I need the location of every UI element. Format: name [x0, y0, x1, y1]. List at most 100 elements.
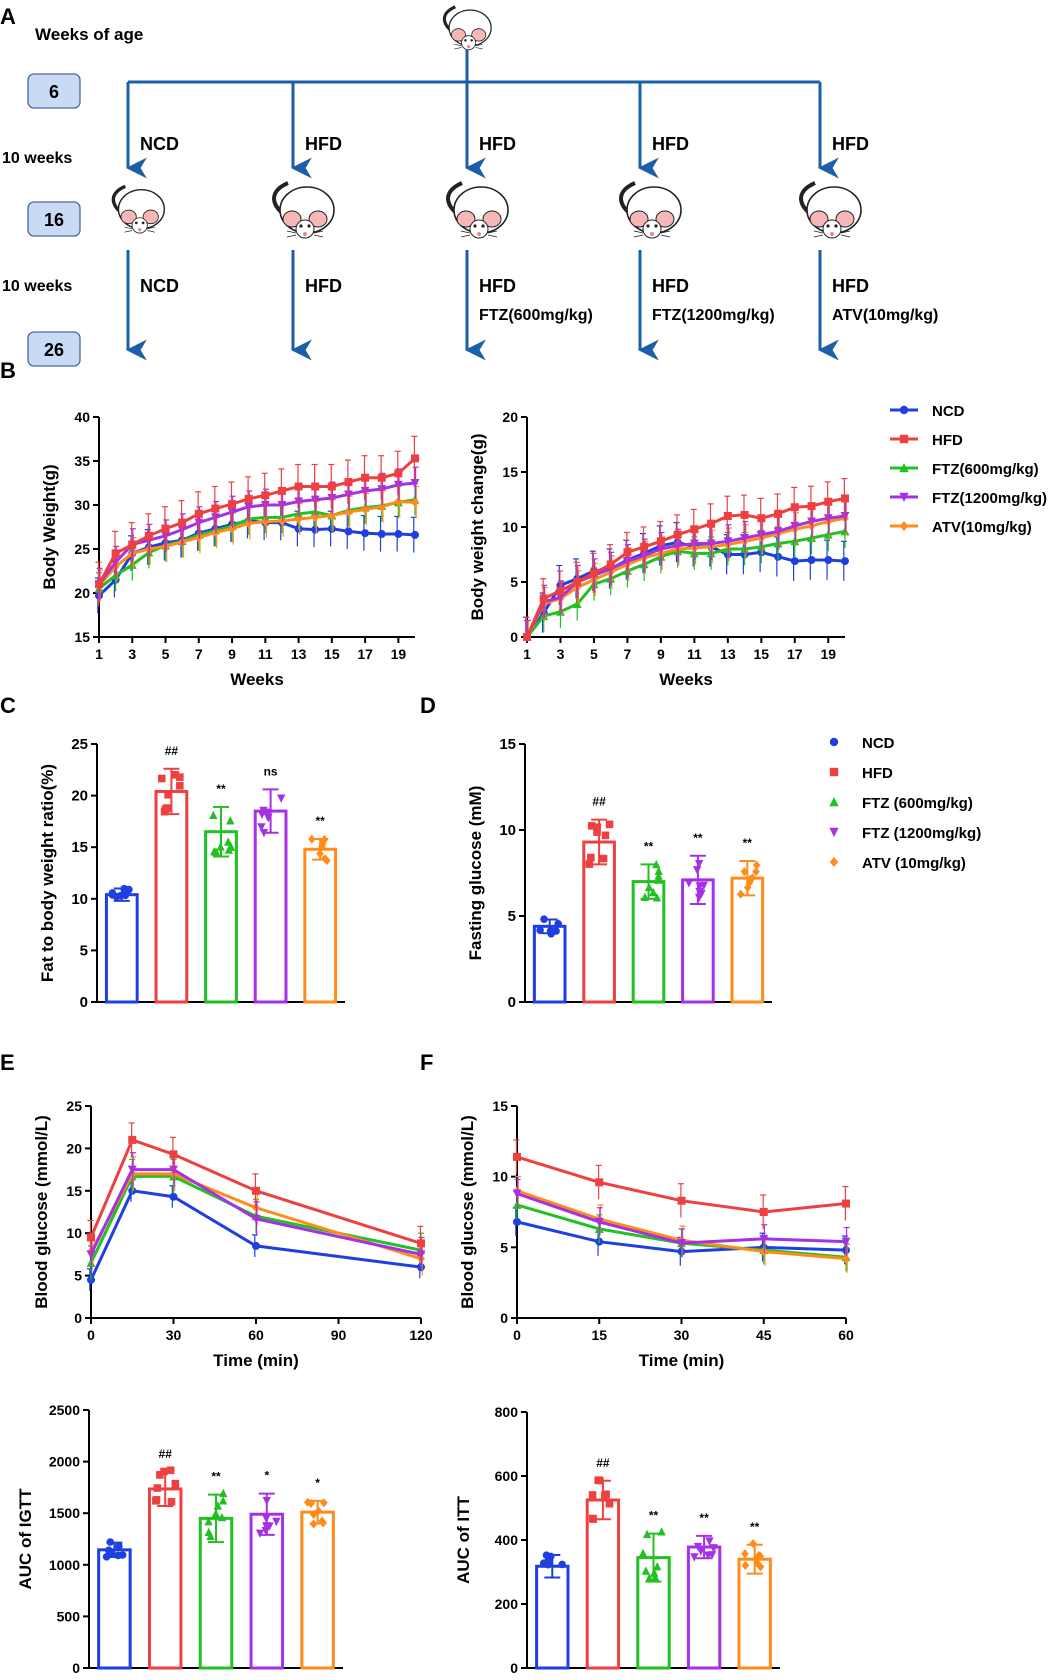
- individual-point: [657, 1527, 666, 1536]
- individual-point: [650, 1568, 659, 1577]
- y-tick-label: 10: [502, 519, 518, 535]
- individual-point: [544, 1560, 552, 1569]
- fasting-glucose-chart: 0 5 10 15 Fasting glucose (mM) ## ** ** **: [466, 736, 772, 1011]
- y-tick-label: 15: [492, 1098, 508, 1114]
- individual-point: [211, 847, 221, 856]
- data-point: [823, 514, 833, 523]
- age-box-26-label: 26: [44, 340, 64, 360]
- legend-item: FTZ (1200mg/kg): [829, 825, 981, 842]
- age-box-6: [27, 73, 81, 109]
- y-axis-label: Blood glucose (mmol/L): [32, 1115, 51, 1309]
- data-point: [327, 482, 336, 491]
- bar-atv-10mg-kg-: **: [737, 1520, 772, 1670]
- series-line: [525, 496, 846, 638]
- legend-item: ATV(10mg/kg): [890, 519, 1032, 536]
- legend-marker: [899, 492, 909, 503]
- data-point: [842, 1253, 850, 1264]
- bar: [681, 878, 715, 1004]
- individual-point: [308, 834, 316, 844]
- individual-point: [547, 927, 556, 936]
- x-tick-label: 17: [357, 646, 373, 662]
- igtt-chart: 0 5 10 15 20 25 0 30 60 90 120 Time (min) Blood gluc…: [32, 1098, 433, 1370]
- data-point: [723, 537, 733, 547]
- y-tick-label: 400: [495, 1532, 519, 1548]
- y-tick-label: 0: [508, 994, 516, 1011]
- legend-label: HFD: [862, 765, 893, 782]
- bar: [300, 1510, 335, 1670]
- bar-ftz-600mg-kg-: **: [631, 839, 666, 1004]
- auc-itt-chart: 0 200 400 600 800 AUC of ITT ## ** ** **: [454, 1404, 780, 1676]
- data-point: [377, 530, 386, 539]
- individual-point: [558, 1560, 566, 1569]
- data-point: [706, 548, 716, 558]
- y-tick-label: 5: [74, 1268, 82, 1284]
- individual-point: [649, 887, 658, 897]
- data-point: [757, 514, 766, 523]
- individual-point: [693, 1542, 703, 1552]
- legend-marker: [829, 796, 839, 807]
- age-box-6-label: 6: [49, 82, 59, 102]
- x-tick-label: 15: [754, 646, 770, 662]
- individual-point: [171, 1479, 180, 1488]
- legend-marker: [899, 405, 909, 415]
- x-tick-label: 60: [248, 1327, 264, 1343]
- individual-point: [653, 1561, 662, 1571]
- individual-point: [752, 860, 761, 870]
- legend-marker: [829, 856, 839, 868]
- individual-point: [176, 773, 184, 781]
- bar-ftz-1200mg-kg-: **: [686, 1511, 722, 1670]
- individual-point: [640, 892, 650, 902]
- individual-point: [255, 1529, 265, 1538]
- data-point: [594, 1217, 604, 1227]
- individual-point: [596, 1476, 604, 1485]
- diet-label-bottom: HFD: [479, 276, 516, 296]
- x-tick-label: 1: [523, 646, 531, 662]
- data-point: [86, 1250, 96, 1260]
- data-point: [807, 502, 816, 511]
- x-tick-label: 11: [687, 646, 702, 662]
- series-hfd: [95, 435, 419, 607]
- y-axis-label: Blood glucose (mmol/L): [458, 1115, 477, 1309]
- x-axis-label: Weeks: [659, 670, 713, 689]
- bar: [730, 876, 765, 1004]
- data-point: [556, 586, 565, 595]
- bar-hfd: ##: [582, 795, 616, 1004]
- data-point: [756, 530, 766, 540]
- significance-label: ##: [596, 1456, 610, 1470]
- data-point: [251, 1214, 261, 1224]
- y-tick-label: 5: [500, 1239, 508, 1255]
- individual-point: [695, 888, 704, 897]
- individual-point: [121, 891, 130, 900]
- panel-letter-d: D: [420, 693, 436, 718]
- period-label-2: 10 weeks: [2, 278, 72, 295]
- panel-letter-b: B: [0, 358, 16, 383]
- individual-point: [709, 1544, 718, 1554]
- data-point: [740, 510, 749, 519]
- data-point: [344, 527, 353, 536]
- individual-point: [585, 860, 594, 868]
- mouse-icon: [442, 5, 493, 52]
- individual-point: [694, 860, 704, 869]
- individual-point: [645, 1573, 654, 1582]
- series-ftz-1200mg-kg-: [522, 498, 850, 642]
- individual-point: [684, 879, 694, 888]
- diet-label-bottom: HFD: [832, 276, 869, 296]
- individual-point: [164, 790, 172, 799]
- series-atv-10mg-kg-: [95, 485, 420, 602]
- bar: [249, 1512, 285, 1670]
- individual-point: [536, 926, 544, 935]
- legend-marker: [829, 827, 839, 838]
- individual-point: [752, 867, 760, 877]
- itt-chart: 0 5 10 15 0 15 30 45 60 Time (min) Blood glucose (…: [458, 1098, 854, 1370]
- data-point: [394, 530, 403, 539]
- individual-point: [554, 920, 562, 928]
- age-box-16-label: 16: [44, 210, 64, 230]
- y-tick-label: 10: [66, 1225, 82, 1241]
- data-point: [411, 530, 419, 539]
- period-label-1: 10 weeks: [2, 150, 72, 167]
- data-point: [824, 556, 833, 564]
- data-point: [394, 469, 403, 478]
- y-tick-label: 5: [510, 574, 518, 590]
- bar: [582, 840, 616, 1004]
